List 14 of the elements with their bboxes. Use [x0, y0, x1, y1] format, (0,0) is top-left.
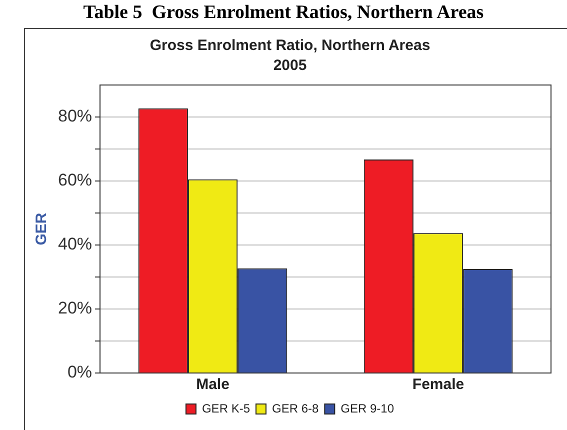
- chart-subtitle: 2005: [273, 57, 307, 74]
- legend-label: GER 6-8: [272, 401, 319, 416]
- y-tick-label: 0%: [67, 362, 92, 382]
- y-tick-label: 20%: [58, 298, 92, 318]
- x-tick-label: Female: [412, 376, 464, 394]
- legend-label: GER K-5: [202, 401, 250, 416]
- caption: Table 5 Gross Enrolment Ratios, Northern Areas: [82, 1, 485, 25]
- chart-title: Gross Enrolment Ratio, Northern Areas: [150, 37, 430, 54]
- y-tick-label: 40%: [58, 234, 92, 254]
- y-tick-label: 60%: [58, 170, 92, 190]
- y-tick-label: 80%: [58, 106, 92, 126]
- y-axis-title: GER: [33, 212, 50, 246]
- legend-label: GER 9-10: [340, 401, 394, 416]
- x-tick-label: Male: [196, 376, 230, 394]
